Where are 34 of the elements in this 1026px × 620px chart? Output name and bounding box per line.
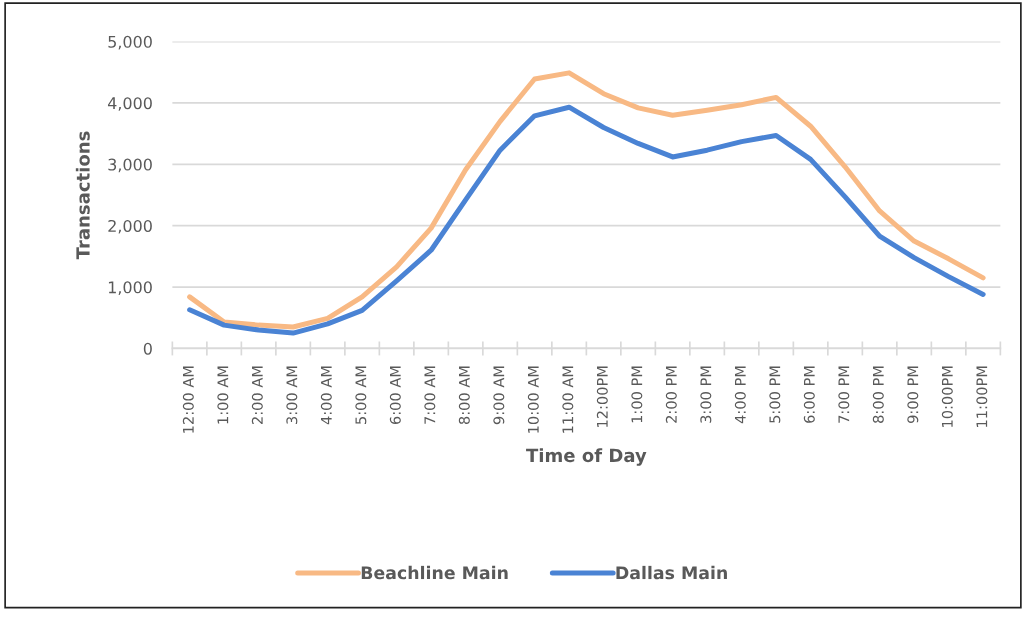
x-tick-label: 11:00PM (976, 366, 988, 427)
x-tick-label: 12:00 AM (182, 366, 194, 433)
legend-label: Dallas Main (616, 565, 727, 580)
x-tick-label: 8:00 PM (872, 366, 884, 423)
legend-label: Beachline Main (361, 565, 508, 580)
x-tick-label: 6:00 AM (389, 366, 401, 425)
x-tick-label: 2:00 AM (251, 366, 263, 424)
x-tick-label: 11:00 AM (562, 366, 574, 433)
y-axis-title: Transactions (75, 131, 90, 260)
x-tick-label: 7:00 PM (838, 366, 850, 423)
x-axis-title: Time of Day (526, 448, 647, 466)
x-tick-label: 3:00 AM (286, 366, 298, 424)
x-tick-label: 10:00PM (941, 366, 953, 427)
x-tick-label: 4:00 AM (320, 366, 332, 425)
x-tick-label: 8:00 AM (458, 366, 470, 425)
x-tick-label: 5:00 AM (355, 366, 367, 424)
y-tick-label: 1,000 (108, 281, 152, 295)
x-tick-label: 6:00 PM (803, 366, 815, 423)
x-tick-label: 3:00 PM (700, 366, 712, 423)
x-tick-label: 10:00 AM (527, 366, 539, 433)
y-tick-label: 2,000 (108, 219, 152, 234)
x-tick-label: 1:00 PM (631, 366, 643, 423)
y-tick-label: 5,000 (108, 35, 152, 50)
x-tick-label: 2:00 PM (665, 366, 677, 423)
y-tick-label: 4,000 (107, 97, 152, 111)
x-tick-label: 4:00 PM (734, 366, 746, 424)
x-tick-label: 9:00 PM (907, 366, 919, 423)
x-tick-label: 7:00 AM (424, 366, 436, 424)
x-tick-label: 12:00PM (596, 366, 608, 427)
x-tick-label: 9:00 AM (493, 366, 505, 425)
y-tick-label: 3,000 (108, 158, 152, 173)
x-tick-label: 5:00 PM (769, 366, 781, 423)
x-tick-label: 1:00 AM (217, 366, 229, 424)
y-tick-label: 0 (143, 342, 152, 355)
